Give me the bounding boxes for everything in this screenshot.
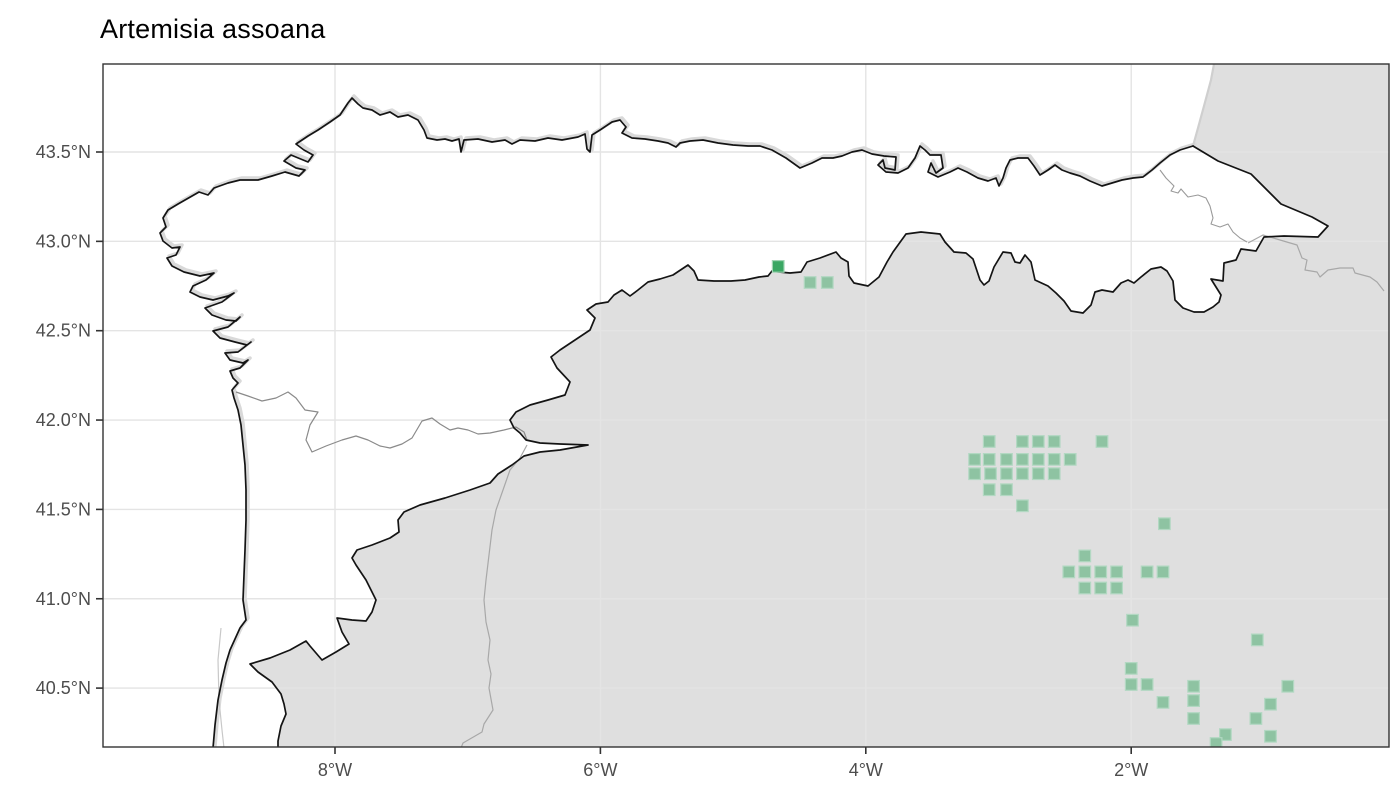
occurrence-square bbox=[1047, 435, 1061, 448]
france-navarra-border bbox=[1247, 234, 1385, 292]
occurrence-square bbox=[1126, 613, 1139, 627]
occurrence-square bbox=[1110, 565, 1124, 579]
occurrence-square bbox=[1264, 729, 1277, 743]
study-area-boundary bbox=[249, 145, 1329, 747]
occurrence-square bbox=[1281, 679, 1295, 693]
occurrence-square bbox=[1140, 678, 1154, 691]
y-tick-label: 43.5°N bbox=[36, 142, 91, 162]
graticule-gridlines bbox=[103, 64, 1389, 747]
occurrence-square bbox=[1015, 499, 1029, 513]
occurrence-square bbox=[1095, 435, 1109, 448]
occurrence-square bbox=[1249, 712, 1263, 725]
occurrence-square bbox=[982, 435, 996, 448]
occurrence-square bbox=[1031, 467, 1045, 481]
occurrence-square bbox=[1000, 453, 1013, 466]
occurrence-square bbox=[1140, 565, 1154, 579]
occurrence-square-highlight bbox=[771, 260, 785, 273]
coarse-coastline-portugal bbox=[217, 627, 225, 747]
occurrence-square bbox=[1209, 737, 1223, 747]
occurrence-square bbox=[1047, 453, 1061, 466]
occurrence-square bbox=[1124, 678, 1138, 691]
occurrence-square bbox=[1078, 565, 1092, 579]
occurrence-square bbox=[1157, 517, 1171, 531]
y-tick-label: 43.0°N bbox=[36, 231, 91, 251]
occurrence-square bbox=[1110, 581, 1124, 595]
occurrence-square bbox=[1187, 712, 1201, 725]
occurrence-square bbox=[1156, 565, 1170, 579]
occurrence-square bbox=[1063, 453, 1077, 466]
occurrence-square bbox=[1094, 565, 1108, 579]
occurrence-square bbox=[1156, 695, 1170, 709]
occurrence-square bbox=[1031, 453, 1045, 466]
occurrence-square bbox=[820, 276, 834, 289]
x-tick-label: 8°W bbox=[318, 760, 352, 780]
occurrence-square bbox=[1015, 435, 1029, 448]
occurrence-square bbox=[1124, 661, 1138, 675]
france-coastline bbox=[1191, 64, 1216, 147]
coastline bbox=[159, 97, 1194, 747]
occurrence-square bbox=[968, 467, 981, 481]
occurrence-square bbox=[1218, 728, 1232, 741]
occurrence-square bbox=[984, 467, 997, 481]
occurrence-square bbox=[803, 276, 817, 289]
x-axis: 8°W 6°W 4°W 2°W bbox=[318, 747, 1148, 780]
x-tick-label: 6°W bbox=[583, 760, 617, 780]
occurrence-square bbox=[1264, 697, 1277, 711]
portugal-spain-border-south bbox=[460, 444, 528, 747]
y-tick-label: 42.5°N bbox=[36, 321, 91, 341]
occurrence-square bbox=[1250, 633, 1264, 647]
y-axis: 43.5°N 43.0°N 42.5°N 42.0°N 41.5°N 41.0°N 40.5… bbox=[36, 142, 103, 698]
portugal-spain-border bbox=[235, 391, 528, 453]
y-tick-label: 41.5°N bbox=[36, 499, 91, 519]
occurrence-square bbox=[1015, 467, 1029, 481]
occurrence-square bbox=[1015, 453, 1029, 466]
occurrence-square bbox=[1078, 581, 1092, 595]
occurrence-square bbox=[1187, 694, 1201, 707]
occurrence-square bbox=[1187, 679, 1201, 693]
occurrence-square bbox=[1062, 565, 1076, 579]
occurrence-square bbox=[1031, 435, 1045, 448]
y-tick-label: 40.5°N bbox=[36, 678, 91, 698]
x-tick-label: 4°W bbox=[849, 760, 883, 780]
occurrence-points bbox=[771, 260, 1295, 747]
basque-province-border bbox=[1159, 169, 1248, 243]
x-tick-label: 2°W bbox=[1114, 760, 1148, 780]
occurrence-square bbox=[1047, 467, 1061, 481]
coast-shadow bbox=[160, 94, 1197, 747]
plot-title: Artemisia assoana bbox=[100, 14, 326, 44]
occurrence-square bbox=[982, 453, 996, 466]
y-tick-label: 41.0°N bbox=[36, 589, 91, 609]
occurrence-square bbox=[1078, 549, 1092, 563]
y-tick-label: 42.0°N bbox=[36, 410, 91, 430]
occurrence-square bbox=[1094, 581, 1108, 595]
occurrence-square bbox=[1000, 467, 1013, 481]
panel-border bbox=[102, 63, 1390, 748]
occurrence-square bbox=[1000, 483, 1013, 497]
occurrence-square bbox=[968, 453, 981, 466]
occurrence-square bbox=[982, 483, 996, 497]
